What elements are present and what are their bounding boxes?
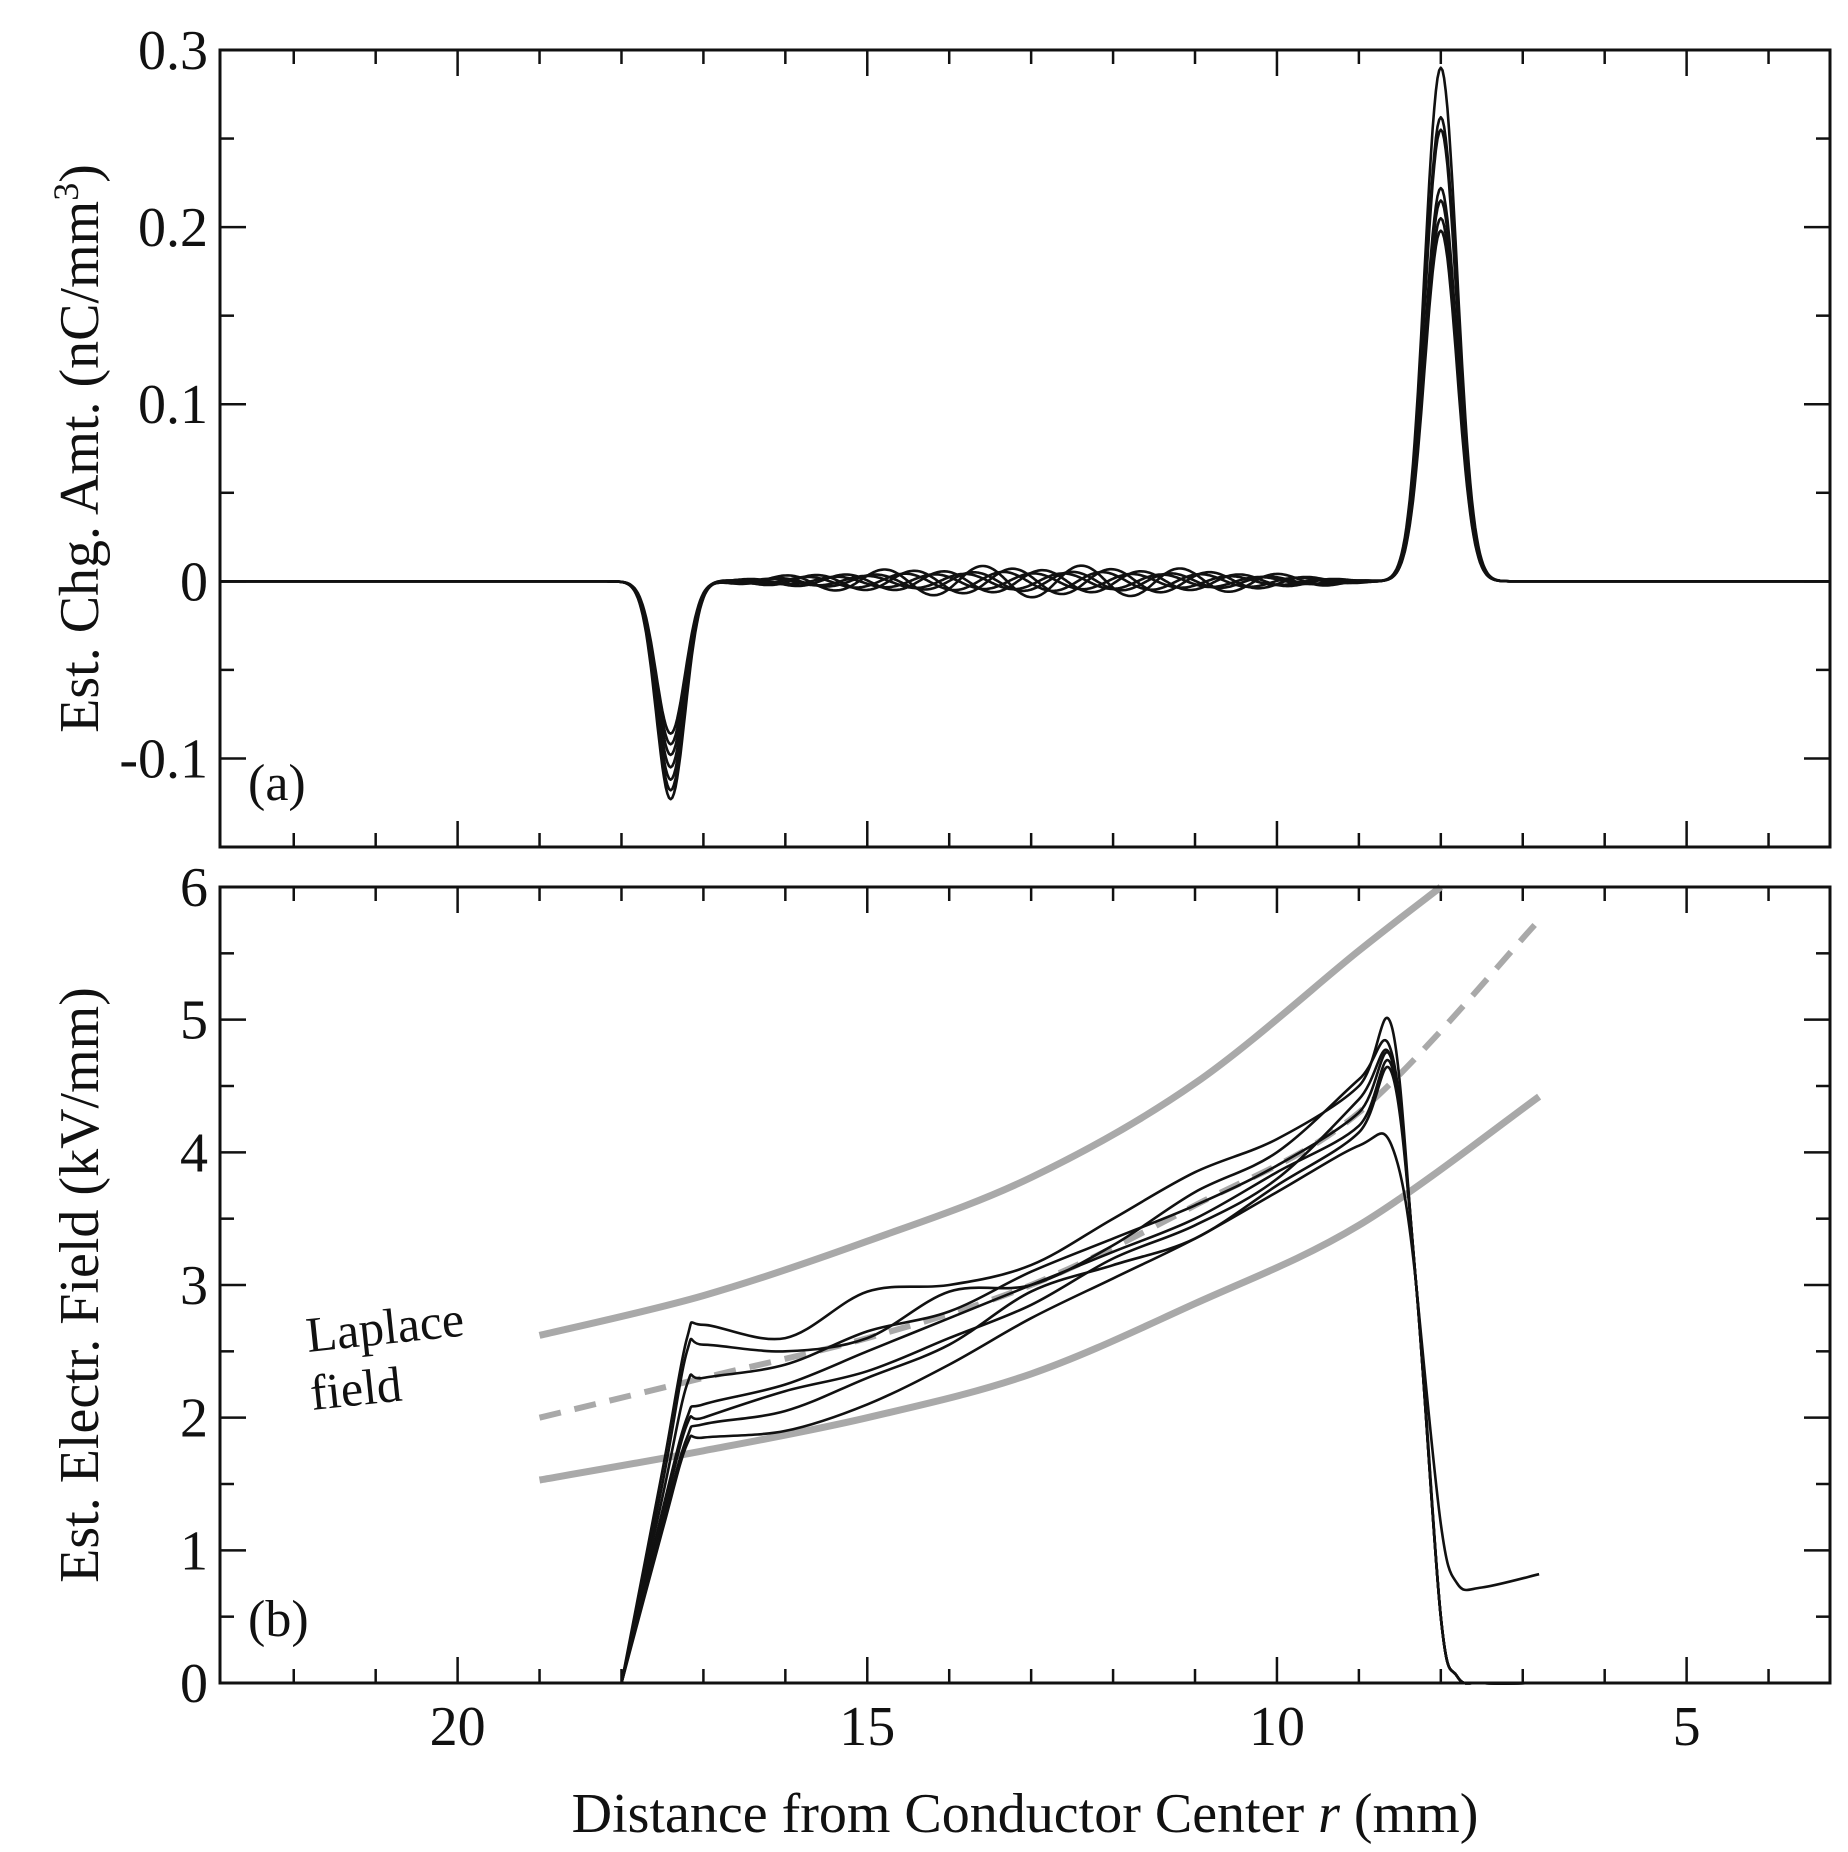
charge-series-line <box>220 199 1830 757</box>
charge-y-axis-title: Est. Chg. Amt. (nC/mm3) <box>46 164 111 733</box>
charge-y-axis-title-main: Est. Chg. Amt. (nC/mm <box>49 201 111 733</box>
charge-series-line <box>220 66 1830 801</box>
b-y-tick-label: 2 <box>180 1388 208 1450</box>
charge-panel: -0.1 0 0.1 0.2 0.3 (a) Est. Chg. Amt. (nC/mm… <box>46 20 1832 849</box>
field-series-line <box>620 1065 1540 1685</box>
charge-series-line <box>220 116 1830 792</box>
lower-bound-curve <box>538 1093 1542 1484</box>
b-x-tick-label: 10 <box>1249 1696 1305 1758</box>
a-y-tick-label: 0.3 <box>138 20 208 82</box>
a-y-tick-label: 0.2 <box>138 197 208 259</box>
upper-bound-curve <box>538 884 1443 1339</box>
field-series-line <box>620 1132 1540 1685</box>
panel-label-a: (a) <box>248 755 306 812</box>
b-y-tick-label: 5 <box>180 990 208 1052</box>
charge-series-line <box>220 229 1830 735</box>
field-panel: 0 1 2 3 4 5 6 20 15 10 5 (b) Est. Electr. Field (… <box>49 857 1832 1758</box>
b-y-tick-label: 3 <box>180 1255 208 1317</box>
field-plot-frame <box>218 885 1832 1685</box>
x-axis-title-suffix: (mm) <box>1340 1783 1478 1845</box>
b-y-tick-label: 0 <box>180 1653 208 1715</box>
charge-plot-frame <box>218 48 1832 849</box>
field-series-line <box>620 1016 1540 1684</box>
a-y-tick-label: 0.1 <box>138 374 208 436</box>
charge-series-line <box>220 186 1830 769</box>
charge-y-axis-title-superscript: 3 <box>46 183 86 201</box>
b-x-tick-label: 5 <box>1673 1696 1701 1758</box>
x-axis-title: Distance from Conductor Center r (mm) <box>572 1783 1479 1845</box>
x-axis-title-variable: r <box>1318 1783 1340 1845</box>
b-y-tick-label: 4 <box>180 1122 208 1184</box>
b-x-tick-label: 15 <box>839 1696 895 1758</box>
a-y-tick-label: -0.1 <box>119 728 208 790</box>
charge-series-line <box>220 217 1830 746</box>
x-axis-title-prefix: Distance from Conductor Center <box>572 1783 1318 1845</box>
b-y-tick-label: 1 <box>180 1520 208 1582</box>
laplace-annotation-line1: Laplace <box>303 1291 466 1363</box>
laplace-annotation-line2: field <box>307 1356 404 1421</box>
a-y-tick-label: 0 <box>180 551 208 613</box>
field-y-axis-title: Est. Electr. Field (kV/mm) <box>49 987 111 1583</box>
panel-label-b: (b) <box>248 1591 309 1648</box>
laplace-field-curve <box>538 918 1542 1421</box>
charge-y-axis-title-close: ) <box>49 164 111 183</box>
b-x-tick-label: 20 <box>430 1696 486 1758</box>
charge-series-line <box>220 128 1830 781</box>
b-y-tick-label: 6 <box>180 857 208 919</box>
